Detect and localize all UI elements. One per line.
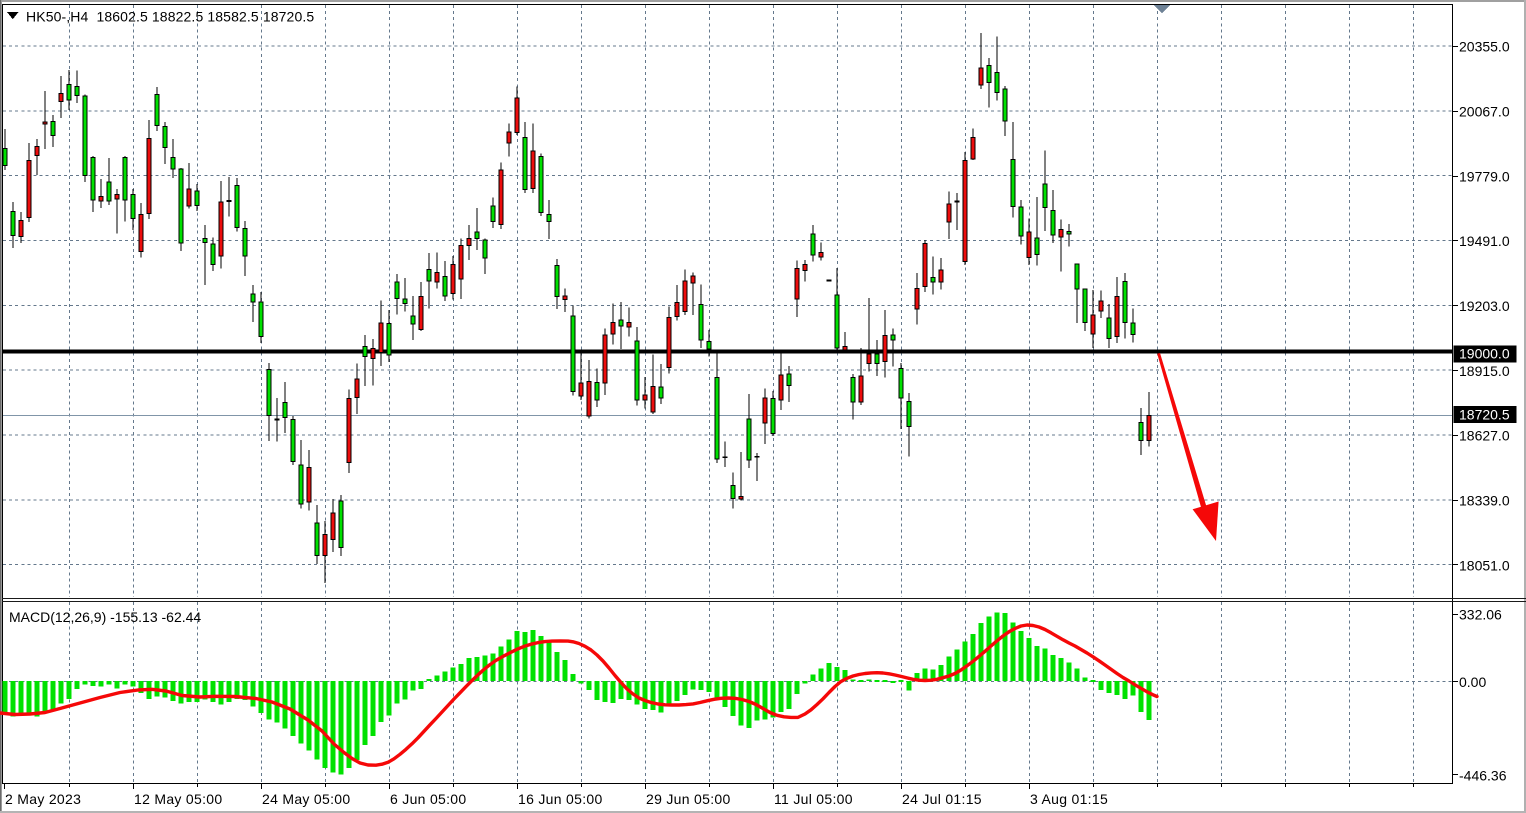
svg-text:20355.0: 20355.0 [1459, 39, 1510, 55]
svg-text:3 Aug 01:15: 3 Aug 01:15 [1030, 791, 1108, 807]
svg-text:18051.0: 18051.0 [1459, 557, 1510, 573]
svg-text:19491.0: 19491.0 [1459, 233, 1510, 249]
svg-text:24 May 05:00: 24 May 05:00 [262, 791, 350, 807]
svg-text:18627.0: 18627.0 [1459, 428, 1510, 444]
svg-text:18915.0: 18915.0 [1459, 363, 1510, 379]
svg-text:19000.0: 19000.0 [1459, 345, 1510, 361]
svg-text:332.06: 332.06 [1459, 606, 1502, 622]
svg-text:HK50-,H4 18602.5 18822.5 1858: HK50-,H4 18602.5 18822.5 18582.5 18720.5 [26, 9, 314, 25]
svg-text:2 May 2023: 2 May 2023 [5, 791, 81, 807]
svg-text:MACD(12,26,9) -155.13 -62.44: MACD(12,26,9) -155.13 -62.44 [9, 609, 201, 625]
svg-text:20067.0: 20067.0 [1459, 104, 1510, 120]
svg-text:-446.36: -446.36 [1459, 767, 1507, 783]
svg-text:19203.0: 19203.0 [1459, 298, 1510, 314]
svg-text:24 Jul 01:15: 24 Jul 01:15 [902, 791, 982, 807]
svg-text:16 Jun 05:00: 16 Jun 05:00 [518, 791, 603, 807]
svg-text:6 Jun 05:00: 6 Jun 05:00 [390, 791, 466, 807]
svg-text:29 Jun 05:00: 29 Jun 05:00 [646, 791, 731, 807]
svg-text:18339.0: 18339.0 [1459, 493, 1510, 509]
svg-text:0.00: 0.00 [1459, 674, 1486, 690]
svg-text:12 May 05:00: 12 May 05:00 [134, 791, 222, 807]
svg-text:11 Jul 05:00: 11 Jul 05:00 [774, 791, 853, 807]
svg-text:19779.0: 19779.0 [1459, 168, 1510, 184]
svg-text:18720.5: 18720.5 [1459, 406, 1510, 422]
